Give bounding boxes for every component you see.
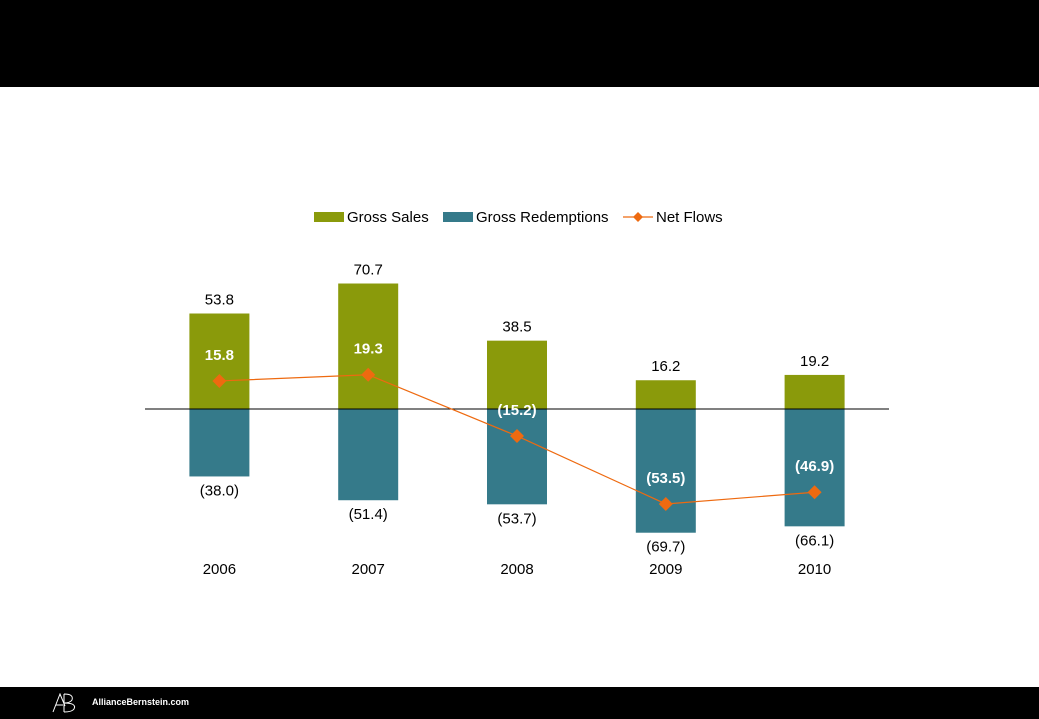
gross-redemptions-label: (51.4) [349,506,388,523]
gross-sales-bar [784,374,845,409]
gross-redemptions-label: (66.1) [795,532,834,549]
footer-website-label: AllianceBernstein.com [92,697,190,707]
legend-swatch [314,212,344,222]
gross-sales-bar [487,340,547,409]
gross-redemptions-label: (69.7) [646,539,685,556]
category-label: 2007 [352,561,385,578]
gross-sales-label: 38.5 [502,319,531,336]
net-flows-line [212,367,822,511]
net-flows-marker [361,367,376,382]
data-labels: 53.8 (38.0) 15.8 70.7 (51.4) 19.3 38.5 (53.7) (1… [200,262,834,556]
gross-redemptions-label: (38.0) [200,482,239,499]
net-flows-marker [510,428,524,443]
gross-sales-bar [635,380,696,409]
gross-sales-bars [189,283,845,409]
footer-bar: AllianceBernstein.com [0,687,1039,719]
category-labels: 2006 2007 2008 2009 2010 [203,561,832,578]
category-label: 2006 [203,561,236,578]
gross-redemptions-bar [338,409,399,501]
gross-sales-bar [338,283,399,409]
net-flows-label: (53.5) [646,470,685,487]
gross-redemptions-label: (53.7) [497,510,536,527]
gross-redemptions-bar [784,409,845,527]
gross-sales-label: 19.2 [800,353,829,370]
gross-redemptions-bar [487,409,547,505]
legend-label: Gross Sales [347,209,429,226]
net-flows-label: (46.9) [795,458,834,475]
net-flows-label: 19.3 [354,341,383,358]
gross-redemptions-bar [189,409,250,477]
header-bar [0,0,1039,87]
category-label: 2009 [649,561,682,578]
net-flows-marker [212,373,227,388]
legend-label: Gross Redemptions [476,209,609,226]
category-label: 2010 [798,561,831,578]
gross-redemptions-bars [189,409,845,533]
gross-sales-label: 16.2 [651,358,680,375]
category-label: 2008 [500,561,533,578]
gross-sales-bar [189,313,250,409]
gross-sales-label: 53.8 [205,292,234,309]
gross-sales-label: 70.7 [354,262,383,279]
net-flows-label: 15.8 [205,347,234,364]
legend-swatch-marker [633,212,643,222]
net-flows-marker [807,485,822,500]
chart-legend: Gross Sales Gross Redemptions Net Flows [314,209,723,226]
legend-label: Net Flows [656,209,723,226]
net-flows-label: (15.2) [497,402,536,419]
gross-redemptions-bar [635,409,696,533]
alliancebernstein-ab-logo-icon [52,693,75,713]
net-flows-marker [658,496,673,511]
legend-swatch [443,212,473,222]
